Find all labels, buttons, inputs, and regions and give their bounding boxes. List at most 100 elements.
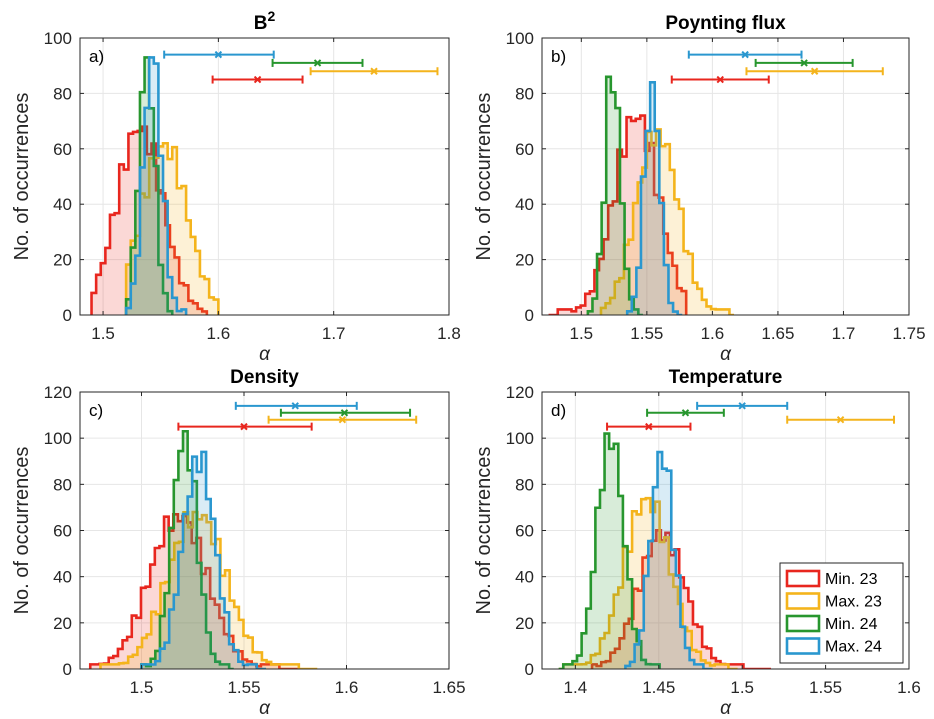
y-axis-label: No. of occurrences [473,447,495,615]
legend-entry-max-24: Max. 24 [785,637,882,656]
y-tick-label: 20 [515,251,534,270]
legend-label: Max. 23 [825,594,882,611]
y-tick-label: 0 [525,306,534,325]
y-tick-label: 80 [515,84,534,103]
error-bar-min-24 [271,58,364,67]
error-bar-center-marker [340,409,349,417]
y-tick-label: 60 [53,522,72,541]
error-bar-max-23 [786,415,895,424]
chart-panel-d: 1.4 1.45 1.5 1.55 1.6 0 20 40 60 80 100 120 α No. of … [473,367,921,719]
y-tick-label: 100 [44,29,72,48]
histogram-outline-max-23 [99,510,318,669]
x-tick-label: 1.55 [630,324,663,343]
panel-title: B2 [254,8,276,34]
error-bar-max-24 [696,401,789,410]
y-tick-label: 80 [53,84,72,103]
x-axis-label: α [259,698,271,719]
legend-label: Min. 24 [825,616,878,633]
axes-frame [79,37,450,316]
histogram-fill-min-24 [126,57,173,315]
x-tick-label: 1.55 [227,678,260,697]
y-tick-label: 40 [53,568,72,587]
error-bar-center-marker [253,75,262,84]
x-tick-label: 1.45 [642,678,675,697]
error-bar-center-marker [370,67,378,75]
x-tick-label: 1.75 [892,324,925,343]
y-tick-label: 20 [515,614,534,633]
panel-label: b) [551,47,566,66]
panel-label: c) [89,401,103,420]
x-tick-label: 1.65 [761,324,794,343]
error-bar-max-23 [745,67,884,76]
error-bar-center-marker [645,422,653,431]
y-tick-label: 100 [506,29,534,48]
error-bar-max-24 [687,50,803,59]
x-tick-label: 1.5 [91,324,115,343]
histogram-layer [548,75,735,315]
histogram-layer [90,56,220,315]
chart-panel-b: 1.5 1.55 1.6 1.65 1.7 1.75 0 20 40 60 80 100 α No. of… [473,13,926,365]
error-bar-max-23 [309,67,439,76]
y-tick-label: 100 [506,429,534,448]
histogram-fill-max-23 [100,512,318,669]
histogram-fill-min-24 [558,433,660,669]
y-tick-label: 80 [53,475,72,494]
x-tick-label: 1.7 [832,324,856,343]
histogram-outline-max-24 [625,81,683,315]
panel-title: Temperature [669,367,783,388]
plot-area [542,38,909,315]
legend-entry-max-23: Max. 23 [785,592,882,611]
y-tick-label: 80 [515,475,534,494]
legend-label: Min. 23 [825,571,878,588]
y-axis-label: No. of occurrences [11,93,33,261]
legend-swatch-max-24 [785,637,821,655]
error-bar-center-marker [313,59,322,67]
y-tick-label: 60 [515,140,534,159]
y-tick-label: 40 [53,195,72,214]
panel-label: d) [551,401,566,420]
error-bar-center-marker [338,415,347,424]
x-tick-label: 1.6 [207,324,231,343]
y-axis-label: No. of occurrences [11,447,33,615]
panel-title: Density [230,367,299,388]
legend-entry-min-24: Min. 24 [785,614,878,633]
chart-panel-c: 1.5 1.55 1.6 1.65 0 20 40 60 80 100 120 α No. of occ… [11,367,466,719]
x-tick-label: 1.8 [437,324,461,343]
axes-frame [541,37,910,316]
x-tick-label: 1.6 [701,324,725,343]
error-bar-center-marker [214,50,223,59]
x-axis-label: α [259,344,271,365]
histogram-fill-min-23 [90,514,298,669]
histogram-outline-min-23 [90,125,209,315]
x-tick-label: 1.5 [130,678,154,697]
x-tick-label: 1.4 [564,678,588,697]
error-bar-max-23 [267,415,418,424]
panel-label: a) [89,47,104,66]
y-axis-label: No. of occurrences [473,93,495,261]
x-tick-label: 1.6 [335,678,359,697]
histogram-fill-min-24 [587,76,643,315]
histogram-fill-max-23 [558,498,738,669]
error-bar-center-marker [741,50,749,59]
x-axis-label: α [720,698,732,719]
histogram-fill-min-23 [548,115,687,315]
error-bar-center-marker [810,67,819,75]
error-bar-min-23 [177,422,313,431]
histogram-outline-min-23 [548,114,688,315]
error-bar-min-23 [606,422,692,431]
plot-area [80,38,449,315]
legend-swatch-min-23 [785,569,821,588]
y-tick-label: 40 [515,568,534,587]
histogram-fill-max-23 [600,129,735,315]
error-bar-min-23 [211,75,304,84]
x-axis-label: α [720,344,732,365]
x-tick-label: 1.65 [432,678,465,697]
y-tick-label: 0 [63,660,72,679]
error-bar-center-marker [240,422,248,431]
histogram-outline-min-24 [140,429,234,669]
error-bar-min-24 [279,408,412,417]
histogram-outline-max-24 [140,450,267,669]
histogram-layer [88,429,318,669]
y-tick-label: 60 [53,140,72,159]
